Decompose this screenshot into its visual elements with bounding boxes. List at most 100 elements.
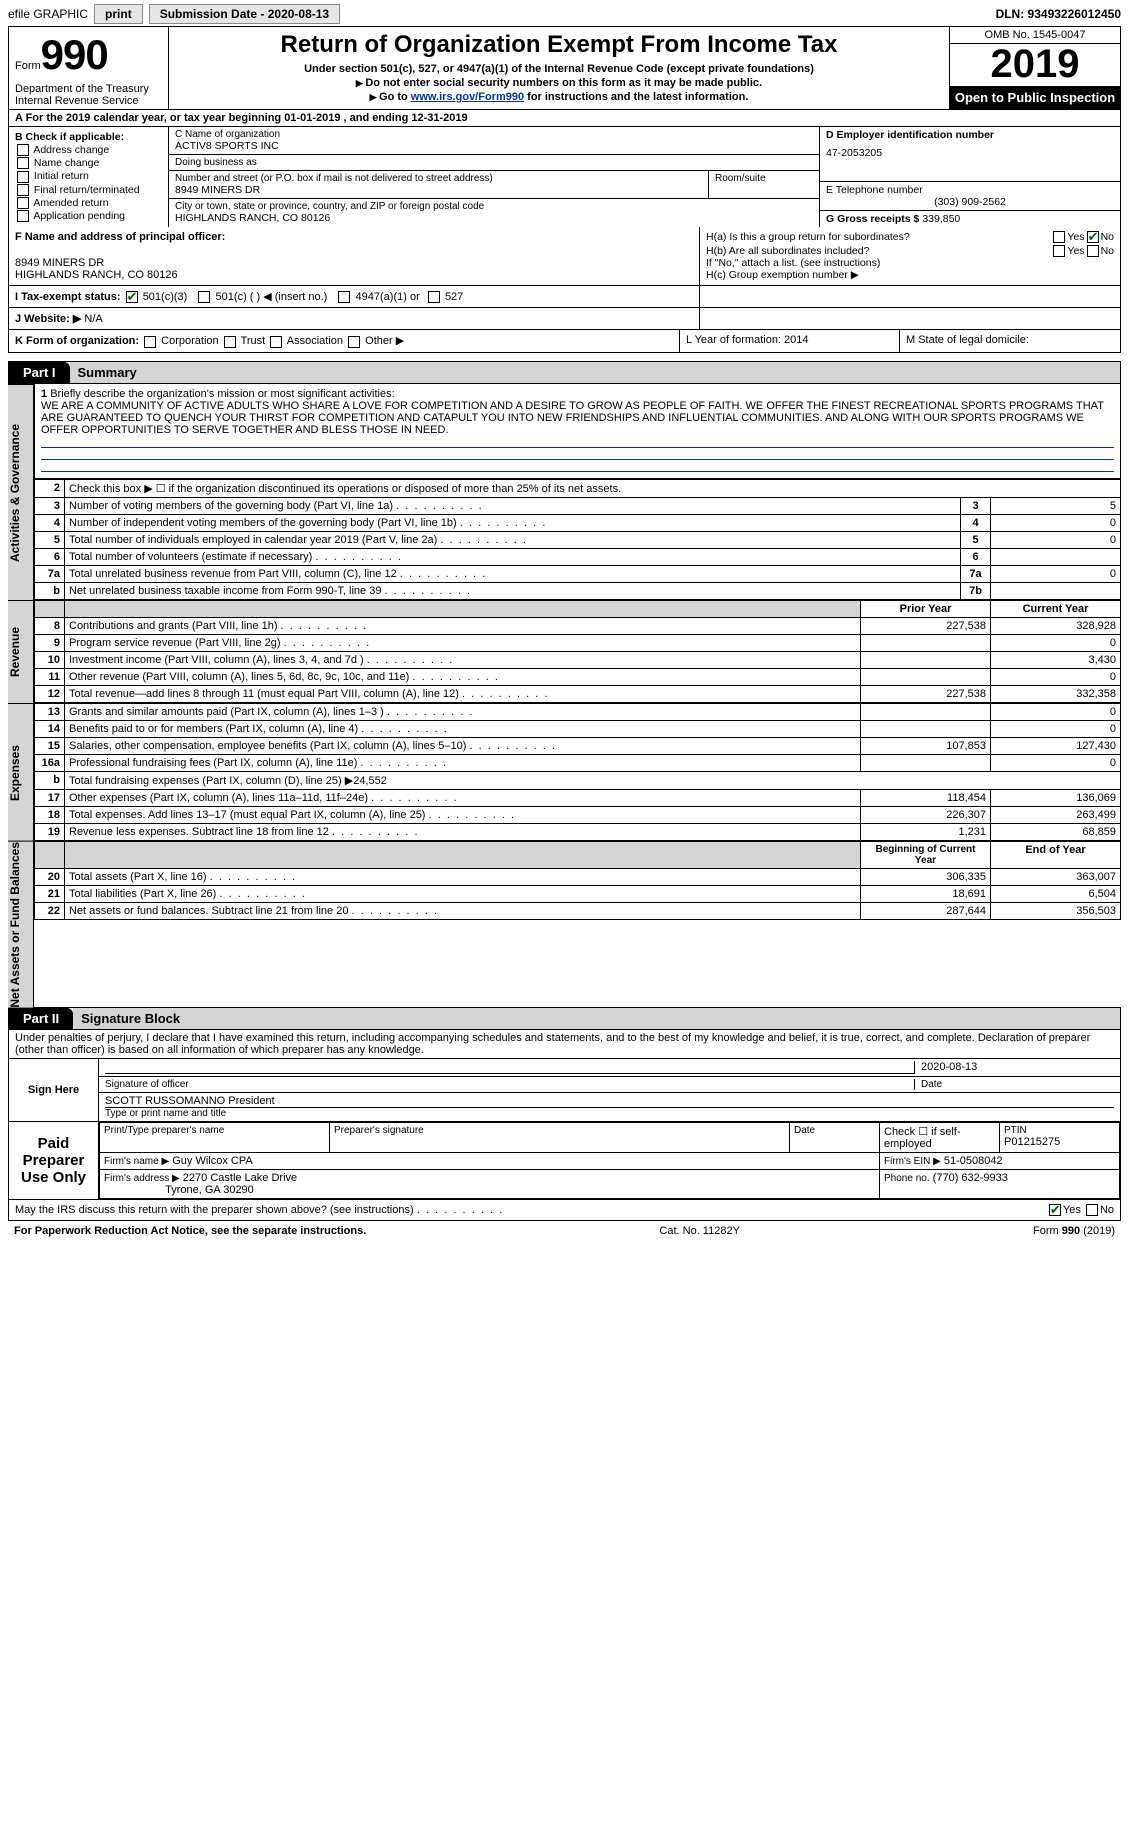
current-year: 332,358 xyxy=(991,685,1121,702)
cb-address-change[interactable]: Address change xyxy=(15,144,162,156)
cb-501c3[interactable] xyxy=(126,291,138,303)
l2-text: Check this box ▶ ☐ if the organization d… xyxy=(65,479,1121,497)
line-text: Net assets or fund balances. Subtract li… xyxy=(65,902,861,919)
submission-date-button[interactable]: Submission Date - 2020-08-13 xyxy=(149,4,340,24)
footer-right: Form 990 (2019) xyxy=(1033,1225,1115,1237)
form-word: Form xyxy=(15,60,41,72)
signature-block: Sign Here 2020-08-13 Signature of office… xyxy=(8,1059,1121,1122)
org-name: ACTIV8 SPORTS INC xyxy=(175,140,813,152)
cb-assoc[interactable] xyxy=(270,336,282,348)
dept-treasury: Department of the Treasury Internal Reve… xyxy=(15,83,162,107)
box-c: C Name of organization ACTIV8 SPORTS INC… xyxy=(169,127,820,227)
line-num: 15 xyxy=(35,737,65,754)
line-num: 22 xyxy=(35,902,65,919)
rev-header-row: Prior Year Current Year xyxy=(35,600,1121,617)
line-text: Revenue less expenses. Subtract line 18 … xyxy=(65,823,861,840)
col-value: 5 xyxy=(991,497,1121,514)
table-row: 7a Total unrelated business revenue from… xyxy=(35,565,1121,582)
cb-amended-return[interactable]: Amended return xyxy=(15,197,162,209)
col-code: 3 xyxy=(961,497,991,514)
line-text: Other revenue (Part VIII, column (A), li… xyxy=(65,668,861,685)
line-num: 5 xyxy=(35,531,65,548)
firm-phone-lbl: Phone no. xyxy=(884,1173,930,1184)
firm-addr2: Tyrone, GA 30290 xyxy=(165,1184,254,1196)
lbl-dba: Doing business as xyxy=(175,157,813,168)
line-num: 4 xyxy=(35,514,65,531)
o-4947: 4947(a)(1) or xyxy=(356,291,420,303)
header-center: Return of Organization Exempt From Incom… xyxy=(169,27,950,109)
current-year: 136,069 xyxy=(991,789,1121,806)
tax-year: 2019 xyxy=(950,44,1120,86)
prior-year xyxy=(861,754,991,771)
discuss-no-cb[interactable] xyxy=(1086,1204,1098,1216)
lbl-city: City or town, state or province, country… xyxy=(175,201,813,212)
box-b-title: B Check if applicable: xyxy=(15,131,162,143)
table-row: 13 Grants and similar amounts paid (Part… xyxy=(35,703,1121,720)
vlabel-exp: Expenses xyxy=(8,703,34,841)
officer-l3: HIGHLANDS RANCH, CO 80126 xyxy=(15,269,693,281)
cb-other[interactable] xyxy=(348,336,360,348)
page-footer: For Paperwork Reduction Act Notice, see … xyxy=(8,1221,1121,1241)
sig-date-lbl: Date xyxy=(914,1079,1114,1090)
prior-year: 227,538 xyxy=(861,685,991,702)
l1-num: 1 xyxy=(41,388,47,400)
prior-year xyxy=(861,720,991,737)
line-text: Total liabilities (Part X, line 26) xyxy=(65,885,861,902)
current-year: 0 xyxy=(991,703,1121,720)
lbl-website: J Website: ▶ xyxy=(15,313,81,325)
prior-year: 1,231 xyxy=(861,823,991,840)
part-i-header: Part I Summary xyxy=(8,361,1121,384)
header-left: Form990 Department of the Treasury Inter… xyxy=(9,27,169,109)
lbl-tax-status: I Tax-exempt status: xyxy=(15,291,121,303)
cb-application-pending[interactable]: Application pending xyxy=(15,210,162,222)
line-text: Other expenses (Part IX, column (A), lin… xyxy=(65,789,861,806)
cb-4947[interactable] xyxy=(338,291,350,303)
table-expenses: 13 Grants and similar amounts paid (Part… xyxy=(34,703,1121,841)
cb-corp[interactable] xyxy=(144,336,156,348)
street-value: 8949 MINERS DR xyxy=(175,184,702,196)
hb-yes-cb[interactable] xyxy=(1053,245,1065,257)
current-year: 363,007 xyxy=(991,868,1121,885)
current-year: 356,503 xyxy=(991,902,1121,919)
hb-no-cb[interactable] xyxy=(1087,245,1099,257)
hb-yes: Yes xyxy=(1067,245,1084,257)
hb-no: No xyxy=(1101,245,1114,257)
lbl-phone: E Telephone number xyxy=(826,184,1114,196)
l1-text: Briefly describe the organization's miss… xyxy=(50,388,394,400)
lbl-org-name: C Name of organization xyxy=(175,129,813,140)
col-code: 4 xyxy=(961,514,991,531)
firm-addr1: 2270 Castle Lake Drive xyxy=(183,1172,297,1184)
o-501c3: 501(c)(3) xyxy=(143,291,188,303)
print-button[interactable]: print xyxy=(94,4,143,24)
hc-right xyxy=(700,286,1120,307)
section-activities-governance: Activities & Governance 1 Briefly descri… xyxy=(8,384,1121,600)
cb-trust[interactable] xyxy=(224,336,236,348)
cb-527[interactable] xyxy=(428,291,440,303)
cb-501c[interactable] xyxy=(198,291,210,303)
col-value xyxy=(991,582,1121,599)
officer-l1 xyxy=(15,243,693,257)
cb-final-return[interactable]: Final return/terminated xyxy=(15,184,162,196)
irs-link[interactable]: www.irs.gov/Form990 xyxy=(411,91,524,103)
cb-name-change[interactable]: Name change xyxy=(15,157,162,169)
ha-yes: Yes xyxy=(1067,231,1084,243)
vlabel-rev: Revenue xyxy=(8,600,34,703)
na-header-row: Beginning of Current Year End of Year xyxy=(35,841,1121,868)
ha-no-cb[interactable] xyxy=(1087,231,1099,243)
discuss-yes-cb[interactable] xyxy=(1049,1204,1061,1216)
open-to-public: Open to Public Inspection xyxy=(950,86,1120,109)
lbl-street: Number and street (or P.O. box if mail i… xyxy=(175,173,702,184)
table-row: 3 Number of voting members of the govern… xyxy=(35,497,1121,514)
table-ag: 2Check this box ▶ ☐ if the organization … xyxy=(34,479,1121,600)
line-num: 6 xyxy=(35,548,65,565)
mission-rule-3 xyxy=(41,462,1114,472)
mission-rule-2 xyxy=(41,450,1114,460)
ha-yes-cb[interactable] xyxy=(1053,231,1065,243)
prep-h3: Date xyxy=(794,1125,875,1136)
footer-mid: Cat. No. 11282Y xyxy=(659,1225,740,1237)
cb-initial-return[interactable]: Initial return xyxy=(15,170,162,182)
col-code: 7b xyxy=(961,582,991,599)
table-row: 17 Other expenses (Part IX, column (A), … xyxy=(35,789,1121,806)
mission-box: 1 Briefly describe the organization's mi… xyxy=(34,384,1121,479)
table-row: 15 Salaries, other compensation, employe… xyxy=(35,737,1121,754)
